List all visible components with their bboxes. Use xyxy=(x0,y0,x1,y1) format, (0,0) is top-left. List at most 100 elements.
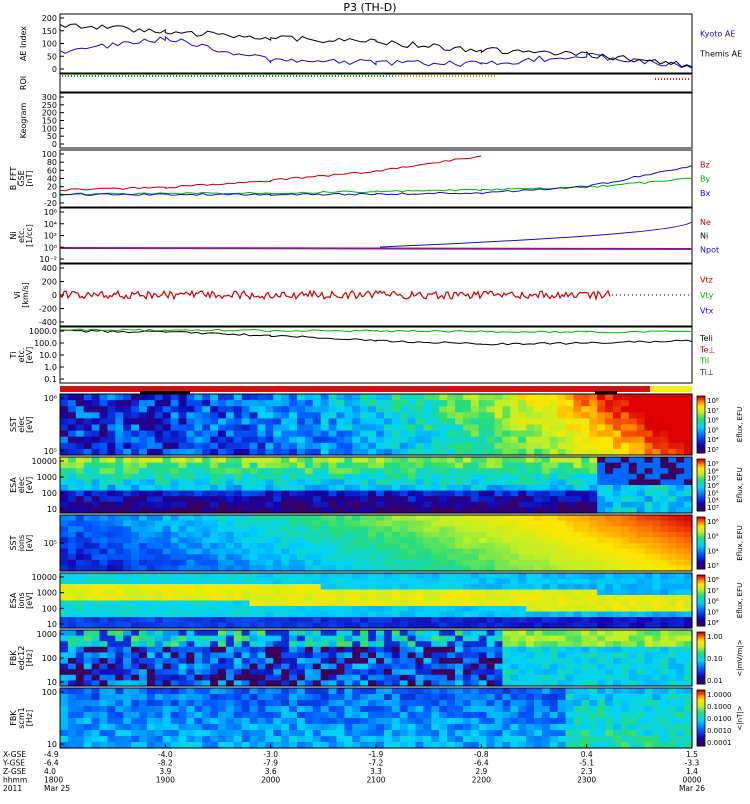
ytick-fbk_b: 10 xyxy=(47,740,57,749)
series-themis-ae xyxy=(59,23,693,68)
legend-ni: Ni xyxy=(700,232,708,241)
ytick-ae: 200 xyxy=(42,14,57,23)
legend-ni: Ne xyxy=(700,218,711,227)
legend-bfgm: By xyxy=(700,175,710,184)
colorbar-tick: 10⁴ xyxy=(707,436,719,444)
ylabel-bfgm: GSE xyxy=(17,170,26,186)
colorbar-label: Eflux, EFU xyxy=(736,525,744,560)
ytick-keogram: 300 xyxy=(42,93,57,102)
panel-frame-roi xyxy=(59,73,693,93)
ylabel-bfgm: [nT] xyxy=(25,170,34,186)
xaxis-value: 1800 xyxy=(44,776,63,785)
xaxis-value: -1.9 xyxy=(369,750,384,759)
xaxis-value: Mar 26 xyxy=(679,784,705,793)
xaxis-value: 2000 xyxy=(261,776,280,785)
ytick-ae: 50 xyxy=(47,52,57,61)
panel-frame-esa_i xyxy=(59,572,693,629)
ytick-bfgm: -20 xyxy=(44,199,57,208)
series-bx xyxy=(59,165,693,196)
ylabel-esa_e: [eV] xyxy=(25,477,34,494)
xaxis-value: -4.0 xyxy=(158,750,173,759)
ytick-keogram: 150 xyxy=(42,117,57,126)
legend-bfgm: Bx xyxy=(700,189,710,198)
ytick-ti: 1000.0 xyxy=(29,327,57,336)
ylabel-fbk_b: scm1 xyxy=(17,707,26,728)
ytick-fbk_b: 100 xyxy=(42,688,57,697)
colorbar-tick: 0.01 xyxy=(707,677,723,685)
xaxis-value: 1.5 xyxy=(686,750,698,759)
panel-frame-bfgm xyxy=(59,149,693,208)
xaxis-value: 2300 xyxy=(577,776,596,785)
ytick-keogram: 100 xyxy=(42,124,57,133)
ylabel-keogram: Keogram xyxy=(19,102,28,138)
ytick-ni: 10⁶ xyxy=(44,208,57,217)
series-teli xyxy=(59,329,693,346)
ylabel-sst_i: ions xyxy=(17,535,26,551)
colorbar-4: 1.00 0.10 0.01 <|mV/m|> xyxy=(696,631,744,685)
xaxis-value: 4.0 xyxy=(44,767,56,776)
colorbar-2: 10⁶ 10⁵ 10⁴ 10³ Eflux, EFU xyxy=(696,516,744,570)
legend-layer: Kyoto AE Themis AE Bz By Bx Ne Ni Npot Vtz Vty Vtx… xyxy=(699,30,742,377)
colorbar-tick: 10⁴ xyxy=(707,497,719,505)
ytick-fbk_e: 10 xyxy=(47,678,57,687)
colorbar-tick: 10⁷ xyxy=(707,475,719,483)
ytick-bfgm: 80 xyxy=(47,158,57,167)
legend-ti: Ti⊥ xyxy=(699,368,714,377)
colorbar-tick: 10⁷ xyxy=(707,407,719,415)
ytick-ti: 0.1 xyxy=(44,375,57,384)
xaxis-row-label: X-GSE xyxy=(3,750,26,759)
series-bz xyxy=(59,155,482,192)
legend-bfgm: Bz xyxy=(700,160,710,169)
ytick-vi: -200 xyxy=(39,305,57,314)
colorbar-3: 10⁸ 10⁷ 10⁶ 10⁵ 10⁴ Eflux, EFU xyxy=(696,574,744,627)
ytick-bfgm: 40 xyxy=(47,175,57,184)
spectrogram-layer xyxy=(60,386,693,749)
colorbar-tick: 0.0001 xyxy=(707,739,732,747)
ylabel-ae: AE Index xyxy=(19,26,28,61)
xaxis-value: -7.2 xyxy=(369,759,384,768)
ytick-sst_e: 10⁵ xyxy=(44,447,57,456)
ytick-ni: 10⁰ xyxy=(44,243,57,252)
colorbar-tick: 10⁶ xyxy=(707,598,719,606)
xaxis-row-label: 2011 xyxy=(3,784,22,793)
colorbar-tick: 0.0010 xyxy=(707,727,732,735)
ylabel-esa_e: elec xyxy=(17,477,26,493)
ylabel-sst_i: [eV] xyxy=(25,535,34,552)
series-til xyxy=(60,328,693,334)
ytick-fbk_e: 1000 xyxy=(37,630,57,639)
colorbar-tick: 1.00 xyxy=(707,633,723,641)
legend-ae: Themis AE xyxy=(699,49,742,58)
ytick-esa_i: 10 xyxy=(47,620,57,629)
colorbar-tick: 10⁵ xyxy=(707,489,719,497)
ylabel-fbk_e: edc12 xyxy=(17,646,26,671)
ytick-fbk_e: 100 xyxy=(42,654,57,663)
colorbar-tick: 10³ xyxy=(707,504,719,512)
ytick-bfgm: 20 xyxy=(47,183,57,192)
ytick-esa_i: 1000 xyxy=(37,589,57,598)
xaxis-value: -0.8 xyxy=(474,750,489,759)
ytick-esa_e: 10 xyxy=(47,505,57,514)
xaxis-value: Mar 25 xyxy=(44,784,70,793)
xaxis-value: -5.1 xyxy=(579,759,594,768)
colorbar-tick: 0.1000 xyxy=(707,703,732,711)
legend-ni: Npot xyxy=(700,245,719,254)
colorbar-5: 1.0000 0.1000 0.0100 0.0010 0.0001 <|nT|> xyxy=(696,689,744,747)
xaxis-value: -6.4 xyxy=(474,759,489,768)
ylabel-ti: [eV] xyxy=(25,347,34,364)
ylabel-sst_e: SST xyxy=(9,417,18,432)
ytick-keogram: 50 xyxy=(47,132,57,141)
line-plot-layer xyxy=(59,23,693,346)
xaxis-row-label: Y-GSE xyxy=(2,759,25,768)
colorbar-tick: 1.0000 xyxy=(707,691,732,699)
panel-frame-ti xyxy=(59,326,693,384)
xaxis-row-label: hhmm xyxy=(3,776,27,785)
ytick-keogram: 250 xyxy=(42,101,57,110)
colorbar-label: Eflux, EFU xyxy=(736,407,744,442)
colorbar-tick: 10⁵ xyxy=(707,608,719,616)
ytick-bfgm: 0 xyxy=(52,191,57,200)
ylabel-fbk_e: [Hz] xyxy=(25,650,34,666)
legend-vi: Vtz xyxy=(700,276,713,285)
series-by xyxy=(59,177,692,196)
legend-vi: Vty xyxy=(700,291,714,300)
